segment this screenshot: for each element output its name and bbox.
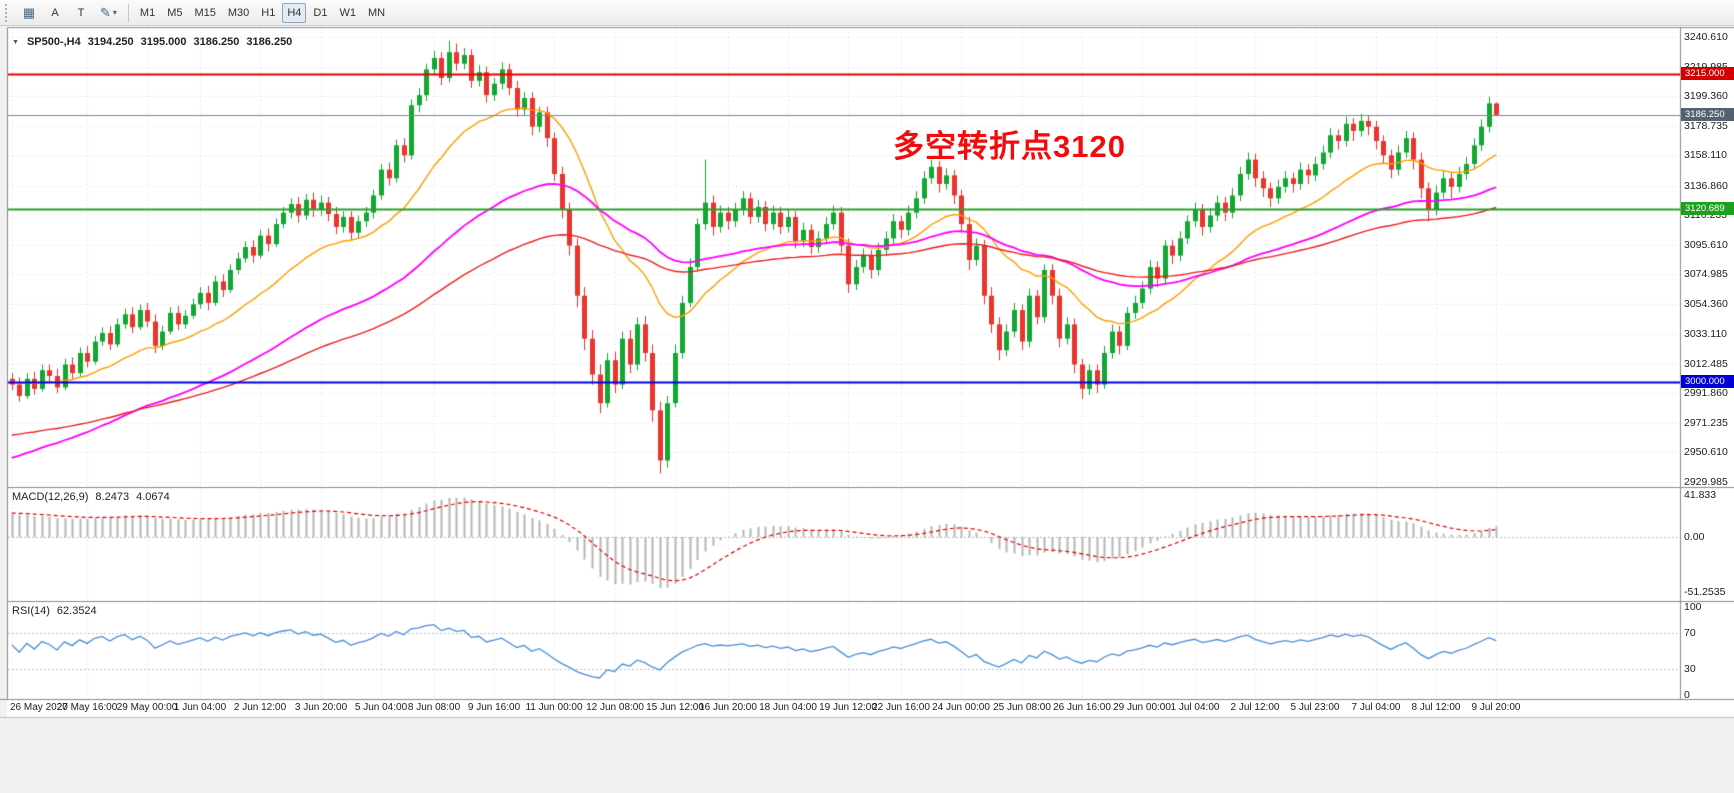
- timeframe-h4-button[interactable]: H4: [282, 2, 307, 23]
- draw-tool-button[interactable]: ✎ ▾: [95, 3, 122, 23]
- toolbar-separator: [127, 3, 129, 22]
- timeframe-mn-button[interactable]: MN: [363, 3, 390, 23]
- pencil-icon: ✎: [100, 5, 111, 20]
- chart-text-annotation[interactable]: 多空转折点3120: [893, 129, 1126, 164]
- timeframe-group: M1 M5 M15 M30 H1 H4 D1 W1 MN: [134, 2, 391, 23]
- chart-windows-button[interactable]: ▦: [17, 3, 41, 23]
- timeframe-h1-button[interactable]: H1: [256, 3, 280, 23]
- cursor-mode-a-button[interactable]: A: [43, 3, 67, 23]
- text-tool-button[interactable]: T: [69, 3, 93, 23]
- chevron-down-icon: ▾: [112, 8, 117, 17]
- timeframe-m5-button[interactable]: M5: [162, 3, 187, 23]
- toolbar: ▦ A T ✎ ▾ M1 M5 M15 M30 H1 H4 D1 W1 MN: [0, 0, 1734, 26]
- timeframe-w1-button[interactable]: W1: [334, 3, 361, 23]
- timeframe-m1-button[interactable]: M1: [135, 3, 160, 23]
- timeframe-m30-button[interactable]: M30: [223, 3, 254, 23]
- timeframe-d1-button[interactable]: D1: [308, 3, 332, 23]
- toolbar-drag-handle[interactable]: [5, 3, 11, 22]
- grid-icon: ▦: [22, 5, 36, 20]
- timeframe-m15-button[interactable]: M15: [189, 3, 220, 23]
